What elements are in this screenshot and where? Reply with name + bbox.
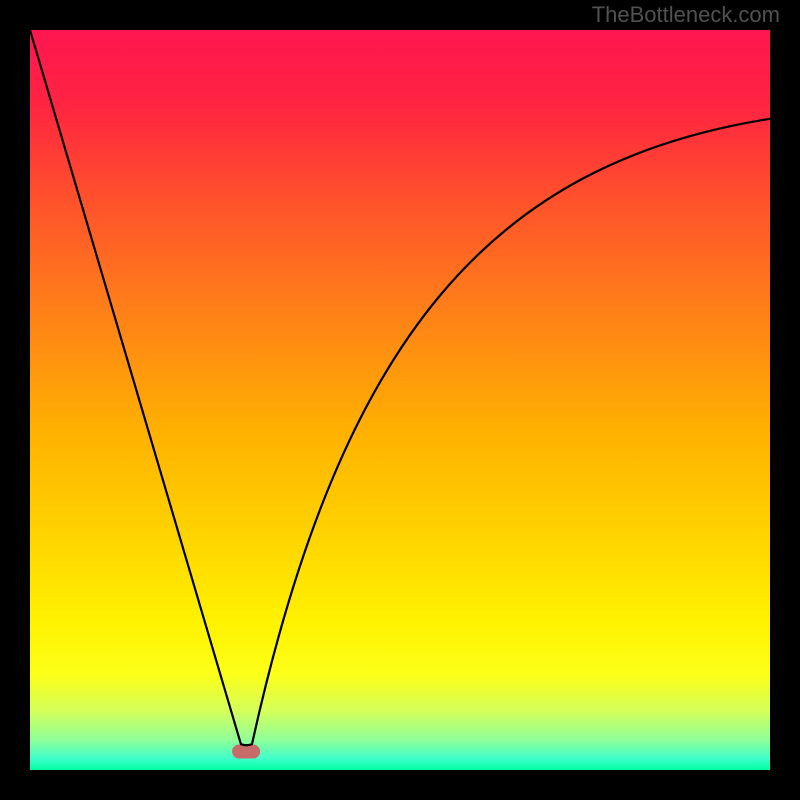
chart-background — [30, 30, 770, 770]
optimum-marker — [232, 745, 260, 759]
bottleneck-chart — [0, 0, 800, 800]
watermark-text: TheBottleneck.com — [592, 2, 780, 28]
